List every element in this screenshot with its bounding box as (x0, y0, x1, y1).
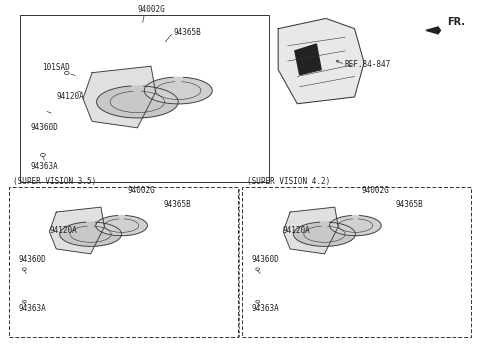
Text: (SUPER VISION 4.2): (SUPER VISION 4.2) (247, 177, 330, 186)
Polygon shape (294, 222, 355, 246)
Polygon shape (96, 86, 178, 118)
Text: 94365B: 94365B (173, 28, 201, 36)
Text: 94360D: 94360D (31, 123, 59, 132)
Text: 94363A: 94363A (252, 304, 280, 313)
Polygon shape (83, 66, 156, 128)
Text: 94365B: 94365B (395, 200, 423, 209)
Text: REF.84-847: REF.84-847 (345, 60, 391, 69)
Text: (SUPER VISION 3.5): (SUPER VISION 3.5) (13, 177, 96, 186)
Text: 94120A: 94120A (49, 226, 77, 235)
Text: 94002G: 94002G (137, 6, 165, 14)
Polygon shape (278, 19, 364, 104)
Text: 94363A: 94363A (31, 162, 59, 171)
Text: 94120A: 94120A (283, 226, 311, 235)
Text: 94002G: 94002G (128, 186, 156, 195)
Polygon shape (60, 222, 121, 246)
Polygon shape (330, 216, 381, 236)
Text: 94002G: 94002G (362, 186, 389, 195)
Polygon shape (49, 207, 104, 254)
Polygon shape (426, 27, 441, 34)
Polygon shape (295, 44, 321, 75)
Text: FR.: FR. (447, 17, 466, 27)
Text: 94365B: 94365B (164, 200, 192, 209)
Text: 101SAD: 101SAD (42, 63, 70, 73)
Text: 94360D: 94360D (252, 255, 280, 264)
Text: 94120A: 94120A (56, 93, 84, 101)
Polygon shape (283, 207, 338, 254)
Text: 94363A: 94363A (18, 304, 46, 313)
Polygon shape (144, 77, 212, 104)
Text: 94360D: 94360D (18, 255, 46, 264)
Polygon shape (96, 216, 147, 236)
